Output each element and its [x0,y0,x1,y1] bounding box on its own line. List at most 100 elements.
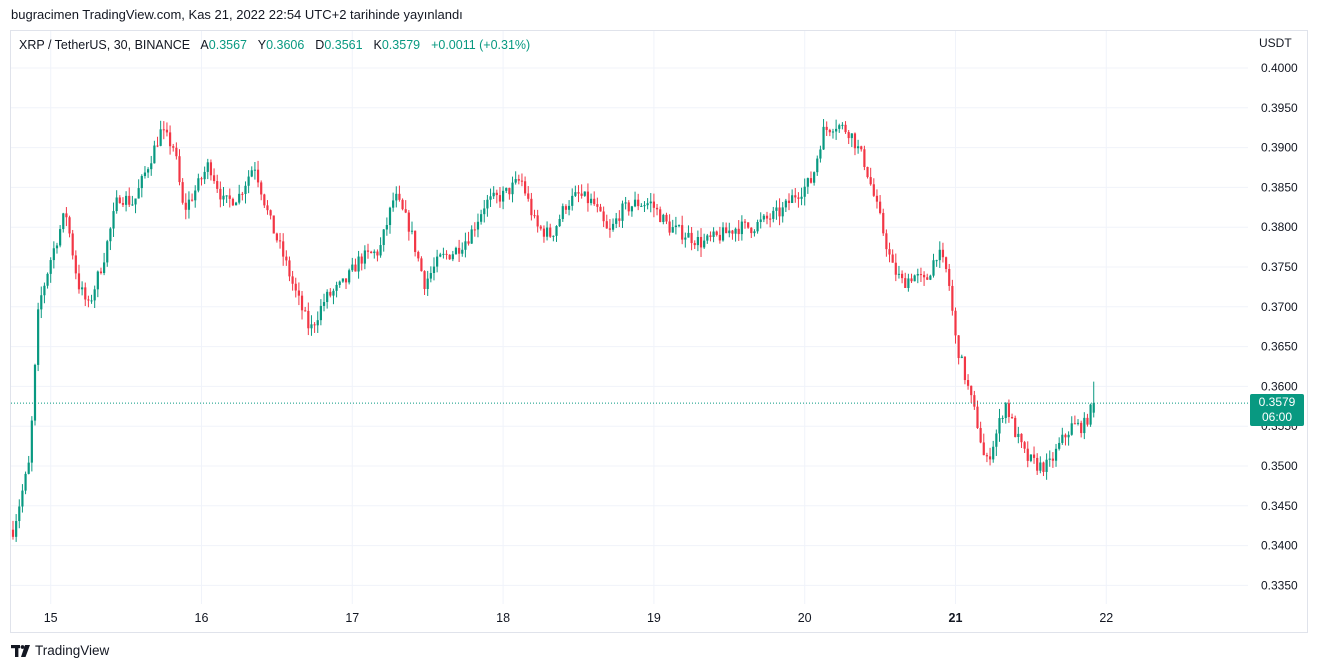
candle-body [850,133,853,139]
candle-body [74,255,77,274]
candle-body [583,191,586,196]
candle-body [552,235,555,237]
candle-body [486,199,489,209]
price-tick-label: 0.3800 [1261,220,1298,234]
candle-body [517,179,520,181]
candle-body [1092,403,1095,413]
candle-body [96,271,99,290]
candle-body [838,125,841,129]
candle-body [260,182,263,195]
candle-body [197,178,200,191]
candle-body [803,186,806,197]
candle-body [194,190,197,201]
candle-body [879,201,882,213]
candle-body [21,490,24,507]
candle-body [759,219,762,223]
candle-body [1014,417,1017,437]
candle-body [146,169,150,173]
candle-body [998,418,1001,434]
candle-body [706,235,709,241]
symbol-label[interactable]: XRP / TetherUS, 30, BINANCE [19,38,191,52]
candle-body [624,202,627,204]
candle-body [935,260,938,262]
candle-body [360,256,363,264]
candle-body [395,193,398,201]
candle-body [115,197,118,212]
candle-body [966,380,970,386]
candle-body [549,227,552,237]
candle-body [1036,457,1039,471]
candle-body [59,229,62,246]
candle-body [863,149,866,167]
candle-body [794,195,797,198]
currency-label[interactable]: USDT [1259,36,1292,50]
candle-body [860,146,863,150]
candle-body [929,275,932,280]
price-tick-label: 0.3450 [1261,499,1298,513]
candle-body [809,178,813,183]
candle-body [388,207,392,226]
candle-body [589,198,593,204]
candle-body [134,198,137,205]
candle-body [370,251,373,254]
candle-body [382,229,385,246]
candle-body [941,249,945,258]
candle-body [800,196,803,199]
candle-body [502,190,505,202]
candle-body [835,128,838,132]
candle-body [348,270,351,283]
tradingview-footer[interactable]: TradingView [11,643,109,658]
candle-body [1029,454,1032,461]
candle-body [1080,422,1083,434]
candle-body [212,175,216,182]
candle-body [46,273,49,286]
candle-body [1048,458,1051,460]
candle-body [168,132,172,147]
candle-body [976,406,979,429]
candle-body [1032,454,1036,458]
candle-body [530,198,533,216]
candle-body [655,207,659,210]
candle-body [784,200,787,208]
candle-body [995,433,998,447]
candle-body [1026,448,1029,461]
candle-body [256,169,260,183]
candle-body [344,278,348,283]
candle-body [731,230,734,234]
candle-body [401,199,404,210]
price-tick-label: 0.3950 [1261,101,1298,115]
candle-body [988,456,992,460]
candle-body [1073,423,1076,425]
candle-body [897,273,901,275]
candle-body [15,521,18,537]
candle-body [973,395,976,407]
chart-frame[interactable] [10,30,1308,633]
bar-countdown: 06:00 [1261,410,1293,424]
candle-body [904,278,907,288]
candle-body [693,243,696,246]
price-tick-label: 0.3400 [1261,539,1298,553]
candle-body [1007,403,1011,418]
candle-body [640,205,643,207]
candle-body [84,287,87,300]
candle-body [674,225,677,228]
candle-body [228,195,231,199]
candles-group [11,119,1095,542]
candle-body [118,197,121,204]
candle-body [725,227,728,234]
candle-body [599,206,602,212]
candle-body [43,285,46,296]
candle-body [857,146,860,149]
candle-body [483,208,486,215]
candle-body [979,428,982,443]
candle-body [932,260,935,276]
candle-body [103,262,106,274]
candle-body [150,163,153,170]
candle-body [77,273,81,290]
time-tick-label: 21 [949,611,963,625]
candle-body [203,171,206,180]
candle-body [128,195,131,205]
candle-body [200,178,203,180]
price-tick-label: 0.3500 [1261,459,1298,473]
